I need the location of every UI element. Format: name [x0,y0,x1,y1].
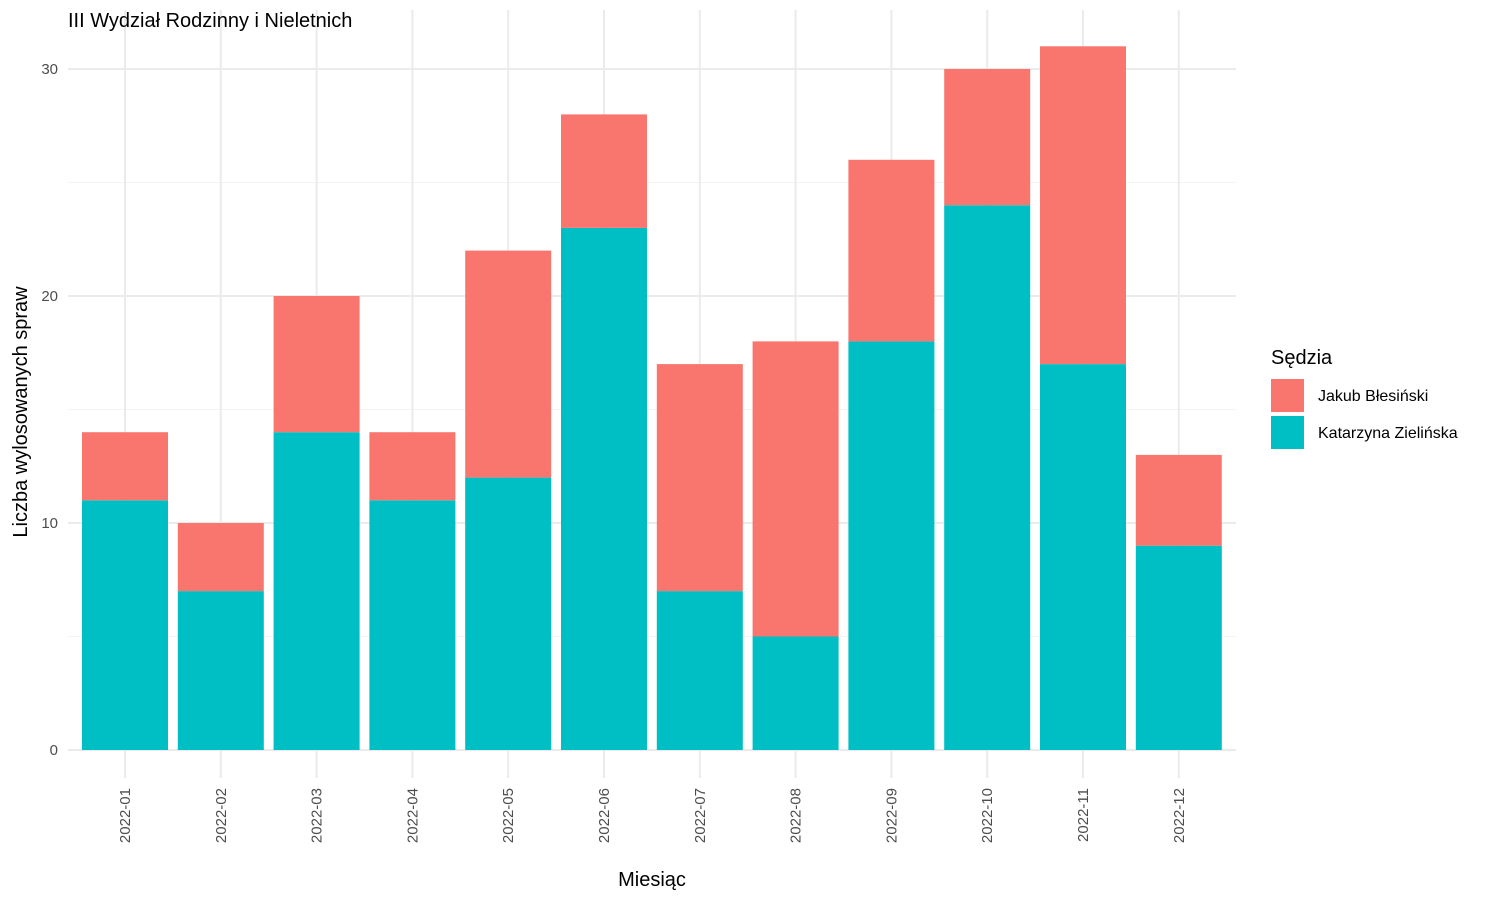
bar-katarzyna-zielinska-2022-03 [273,432,360,750]
bar-jakub-blesinski-2022-04 [369,432,456,501]
bar-katarzyna-zielinska-2022-11 [1040,364,1126,750]
bar-katarzyna-zielinska-2022-12 [1135,545,1222,750]
bar-jakub-blesinski-2022-03 [273,296,360,433]
bar-jakub-blesinski-2022-07 [656,364,743,592]
bar-katarzyna-zielinska-2022-04 [369,500,456,750]
x-tick-label: 2022-06 [596,788,613,843]
bar-jakub-blesinski-2022-06 [561,114,647,228]
legend-swatch-katarzyna-zielinska [1271,416,1304,449]
bar-katarzyna-zielinska-2022-07 [656,591,743,750]
y-axis-title: Liczba wylosowanych spraw [10,286,32,538]
y-tick-label: 10 [41,515,58,532]
y-tick-label: 20 [41,288,58,305]
legend-label-katarzyna-zielinska: Katarzyna Zielińska [1318,425,1458,442]
legend-swatch-jakub-blesinski [1271,379,1304,412]
bar-katarzyna-zielinska-2022-10 [944,205,1031,750]
x-tick-label: 2022-04 [404,788,421,843]
bar-jakub-blesinski-2022-11 [1040,46,1126,365]
chart-title: III Wydział Rodzinny i Nieletnich [68,10,352,32]
y-tick-label: 30 [41,61,58,78]
bar-katarzyna-zielinska-2022-08 [752,636,839,750]
y-axis-ticks: 0 10 20 30 [41,61,58,759]
x-tick-label: 2022-07 [692,788,709,843]
bar-jakub-blesinski-2022-12 [1135,454,1222,546]
x-tick-label: 2022-05 [500,788,517,843]
bar-jakub-blesinski-2022-09 [848,159,935,342]
legend: Sędzia Jakub Błesiński Katarzyna Zielińsk… [1271,347,1458,449]
y-tick-label: 0 [50,742,58,759]
bar-jakub-blesinski-2022-05 [465,250,552,478]
x-axis-ticks: 2022-01 2022-02 2022-03 2022-04 2022-05 2022-… [117,788,1188,843]
x-tick-label: 2022-02 [213,788,230,843]
bars [82,46,1222,750]
legend-label-jakub-blesinski: Jakub Błesiński [1318,388,1428,405]
bar-katarzyna-zielinska-2022-01 [82,500,168,750]
bar-jakub-blesinski-2022-10 [944,69,1031,206]
bar-jakub-blesinski-2022-01 [82,432,168,501]
x-tick-label: 2022-01 [117,788,134,843]
bar-katarzyna-zielinska-2022-06 [561,227,647,750]
x-tick-label: 2022-12 [1171,788,1188,843]
x-tick-label: 2022-03 [309,788,326,843]
legend-title: Sędzia [1271,347,1333,369]
x-tick-label: 2022-08 [788,788,805,843]
x-tick-label: 2022-10 [979,788,996,843]
bar-jakub-blesinski-2022-08 [752,341,839,637]
x-tick-label: 2022-11 [1075,788,1092,842]
bar-katarzyna-zielinska-2022-05 [465,477,552,750]
bar-katarzyna-zielinska-2022-09 [848,341,935,750]
x-tick-label: 2022-09 [883,788,900,843]
x-axis-title: Miesiąc [618,869,686,891]
bar-jakub-blesinski-2022-02 [177,523,264,592]
bar-katarzyna-zielinska-2022-02 [177,591,264,750]
